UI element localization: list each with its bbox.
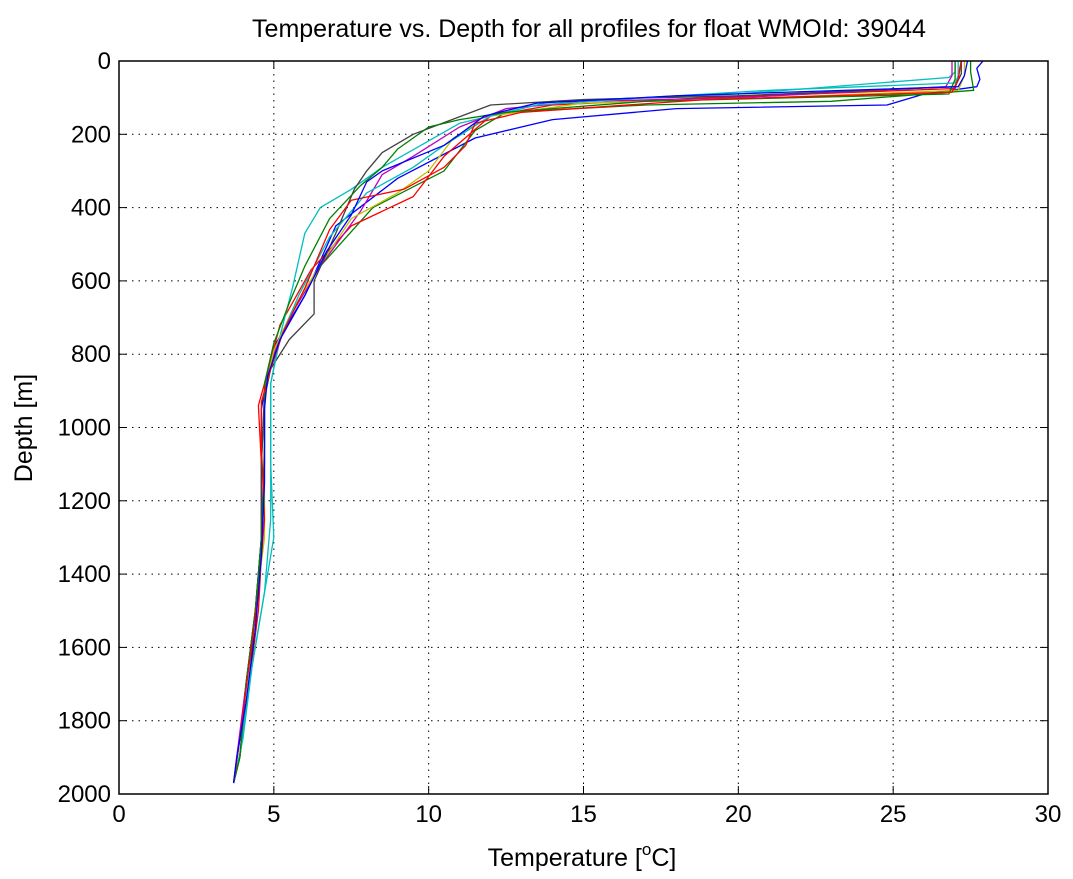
x-axis-label-superscript: o	[642, 840, 651, 859]
profile-line-11	[232, 60, 969, 784]
y-tick-label: 1600	[58, 634, 111, 661]
y-axis-label: Depth [m]	[10, 374, 38, 482]
profile-line-1	[232, 60, 984, 784]
y-tick-label: 0	[98, 48, 111, 75]
x-axis-label-unit: C]	[651, 844, 676, 872]
y-tick-label: 600	[71, 268, 111, 295]
tick-marks	[118, 60, 1049, 795]
y-tick-label: 1200	[58, 488, 111, 515]
y-tick-label: 800	[71, 341, 111, 368]
x-tick-label: 30	[1035, 801, 1062, 828]
x-tick-label: 25	[880, 801, 907, 828]
profile-line-6	[232, 61, 966, 784]
profile-line-5	[232, 61, 953, 784]
profile-line-9	[232, 61, 956, 784]
series-group	[232, 60, 984, 784]
y-tick-label: 1000	[58, 415, 111, 442]
x-axis-label: Temperature [oC]	[488, 840, 677, 872]
y-tick-label: 400	[71, 195, 111, 222]
y-tick-label: 2000	[58, 781, 111, 808]
x-tick-label: 15	[570, 801, 597, 828]
profile-line-4	[232, 61, 956, 784]
profile-line-2	[232, 61, 975, 784]
plot-frame	[118, 60, 1049, 795]
y-tick-label: 1400	[58, 561, 111, 588]
x-tick-label: 5	[267, 801, 280, 828]
grid-lines	[119, 61, 1048, 794]
x-tick-label: 20	[725, 801, 752, 828]
chart-title: Temperature vs. Depth for all profiles f…	[252, 15, 926, 43]
y-tick-label: 1800	[58, 708, 111, 735]
y-tick-labels: 0 200 400 600 800 1000 1200 1400 1600 1800 2000	[58, 48, 111, 808]
y-tick-label: 200	[71, 121, 111, 148]
x-tick-labels: 0 5 10 15 20 25 30	[112, 801, 1061, 828]
x-axis-label-main: Temperature [	[488, 844, 642, 872]
profile-line-3	[232, 60, 962, 784]
profile-line-7	[232, 61, 962, 784]
x-tick-label: 10	[415, 801, 442, 828]
profile-line-8	[232, 61, 959, 784]
x-tick-label: 0	[112, 801, 125, 828]
profile-line-10	[232, 60, 962, 784]
